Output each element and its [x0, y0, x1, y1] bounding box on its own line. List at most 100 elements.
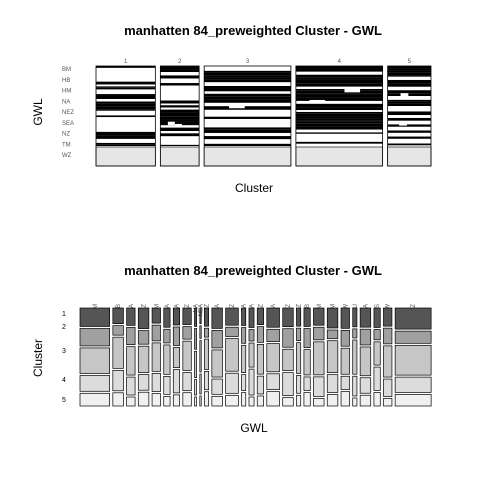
mosaic-tile — [388, 100, 431, 102]
mosaic-tile — [204, 136, 291, 139]
mosaic-tile — [296, 375, 300, 393]
mosaic-tile — [283, 308, 294, 327]
mosaic-tile — [96, 89, 155, 92]
mosaic-tile — [327, 308, 338, 328]
mosaic-tile — [96, 72, 155, 75]
mosaic-tile — [388, 83, 431, 86]
mosaic-tile — [296, 72, 383, 75]
mosaic-tile — [388, 124, 431, 126]
mosaic-tile — [164, 376, 170, 394]
mosaic-tile — [212, 379, 223, 394]
mosaic-tile — [204, 371, 208, 389]
gwl-column: NZ — [226, 304, 239, 406]
mosaic-tile — [96, 109, 155, 111]
mosaic-tile — [204, 141, 291, 144]
mosaic-tile — [283, 373, 294, 396]
mosaic-tile — [204, 392, 208, 406]
mosaic-tile — [200, 308, 201, 324]
mosaic-tile — [183, 372, 191, 390]
mosaic-tile — [304, 328, 310, 347]
mosaic-tile — [388, 70, 431, 72]
mosaic-tile — [249, 330, 254, 342]
mosaic-tile — [173, 327, 179, 345]
cluster-row-label: 4 — [62, 377, 66, 384]
mosaic-tile — [152, 394, 160, 406]
mosaic-tile — [204, 139, 291, 141]
mosaic-tile — [204, 144, 291, 146]
cluster-column-4: 4 — [296, 59, 383, 166]
mosaic-tile — [96, 135, 155, 139]
mosaic-tile — [267, 344, 280, 372]
mosaic-tile — [195, 397, 197, 406]
mosaic-tile — [96, 103, 155, 106]
mosaic-tile — [388, 103, 431, 106]
mosaic-tile — [80, 375, 110, 391]
mosaic-tile — [127, 397, 135, 406]
mosaic-tile — [204, 75, 291, 78]
mosaic-tile — [296, 343, 300, 374]
mosaic-tile — [226, 327, 239, 336]
mosaic-tile — [160, 75, 199, 78]
mosaic-tile — [204, 117, 291, 119]
gwl-column: FZ — [138, 304, 149, 406]
mosaic-tile — [242, 393, 246, 406]
mosaic-tile — [152, 308, 160, 323]
cluster-row-label: 1 — [62, 311, 66, 318]
mosaic-tile — [138, 308, 149, 329]
mosaic-tile — [160, 131, 199, 133]
mosaic-tile — [127, 377, 135, 395]
mosaic-tile — [96, 147, 155, 166]
gwl-tick-label: NEZ — [62, 110, 74, 116]
mosaic-tile — [96, 143, 155, 145]
mosaic-tile — [204, 106, 291, 110]
mosaic-tile — [296, 80, 383, 84]
mosaic-tile — [296, 94, 383, 95]
mosaic-tile — [204, 72, 291, 75]
mosaic-tile — [160, 86, 199, 89]
mosaic-tile — [283, 398, 294, 406]
mosaic-tile — [96, 132, 155, 136]
mosaic-tile — [242, 308, 246, 325]
gwl-column: SEA — [249, 304, 256, 406]
gwl-tick-label: HB — [62, 78, 70, 84]
mosaic-tile — [160, 147, 199, 166]
cluster-column-2: 2 — [160, 59, 199, 166]
mosaic-tile — [388, 80, 431, 83]
mosaic-tile — [96, 94, 155, 95]
gwl-tick-label: NA — [62, 99, 70, 105]
mosaic-tile — [113, 308, 124, 324]
mosaic-tile — [204, 86, 291, 89]
mosaic-tile — [388, 90, 431, 93]
mosaic-tile — [374, 308, 380, 327]
mosaic-tile — [195, 328, 197, 349]
mosaic-tile — [341, 308, 349, 328]
gwl-tick-label: TM — [62, 142, 71, 148]
mosaic-tile — [96, 139, 155, 142]
mosaic-tile — [204, 103, 291, 105]
mosaic-tile — [113, 337, 124, 368]
mosaic-tile — [360, 308, 371, 327]
mosaic-tile — [388, 102, 431, 103]
mosaic-tile — [96, 75, 155, 78]
mosaic-tile — [173, 395, 179, 406]
mosaic-tile — [360, 378, 371, 393]
mosaic-tile — [242, 375, 246, 391]
mosaic-tile — [383, 308, 391, 326]
mosaic-tile — [296, 126, 383, 130]
mosaic-tile — [183, 308, 191, 325]
mosaic-tile — [296, 119, 383, 121]
mosaic-tile — [296, 78, 383, 80]
mosaic-tile — [388, 108, 431, 112]
mosaic-tile — [160, 92, 199, 96]
mosaic-tile — [204, 339, 208, 369]
mosaic-tile — [204, 328, 208, 337]
mosaic-tile — [96, 106, 155, 109]
cluster-tick-label: 5 — [408, 59, 412, 65]
mosaic-tile — [296, 89, 383, 91]
mosaic-tile — [360, 329, 371, 345]
mosaic-tile — [388, 127, 431, 131]
gwl-column: VS — [374, 304, 381, 406]
mosaic-tile — [388, 75, 431, 77]
mosaic-tile — [267, 308, 280, 327]
mosaic-tile — [296, 110, 383, 112]
